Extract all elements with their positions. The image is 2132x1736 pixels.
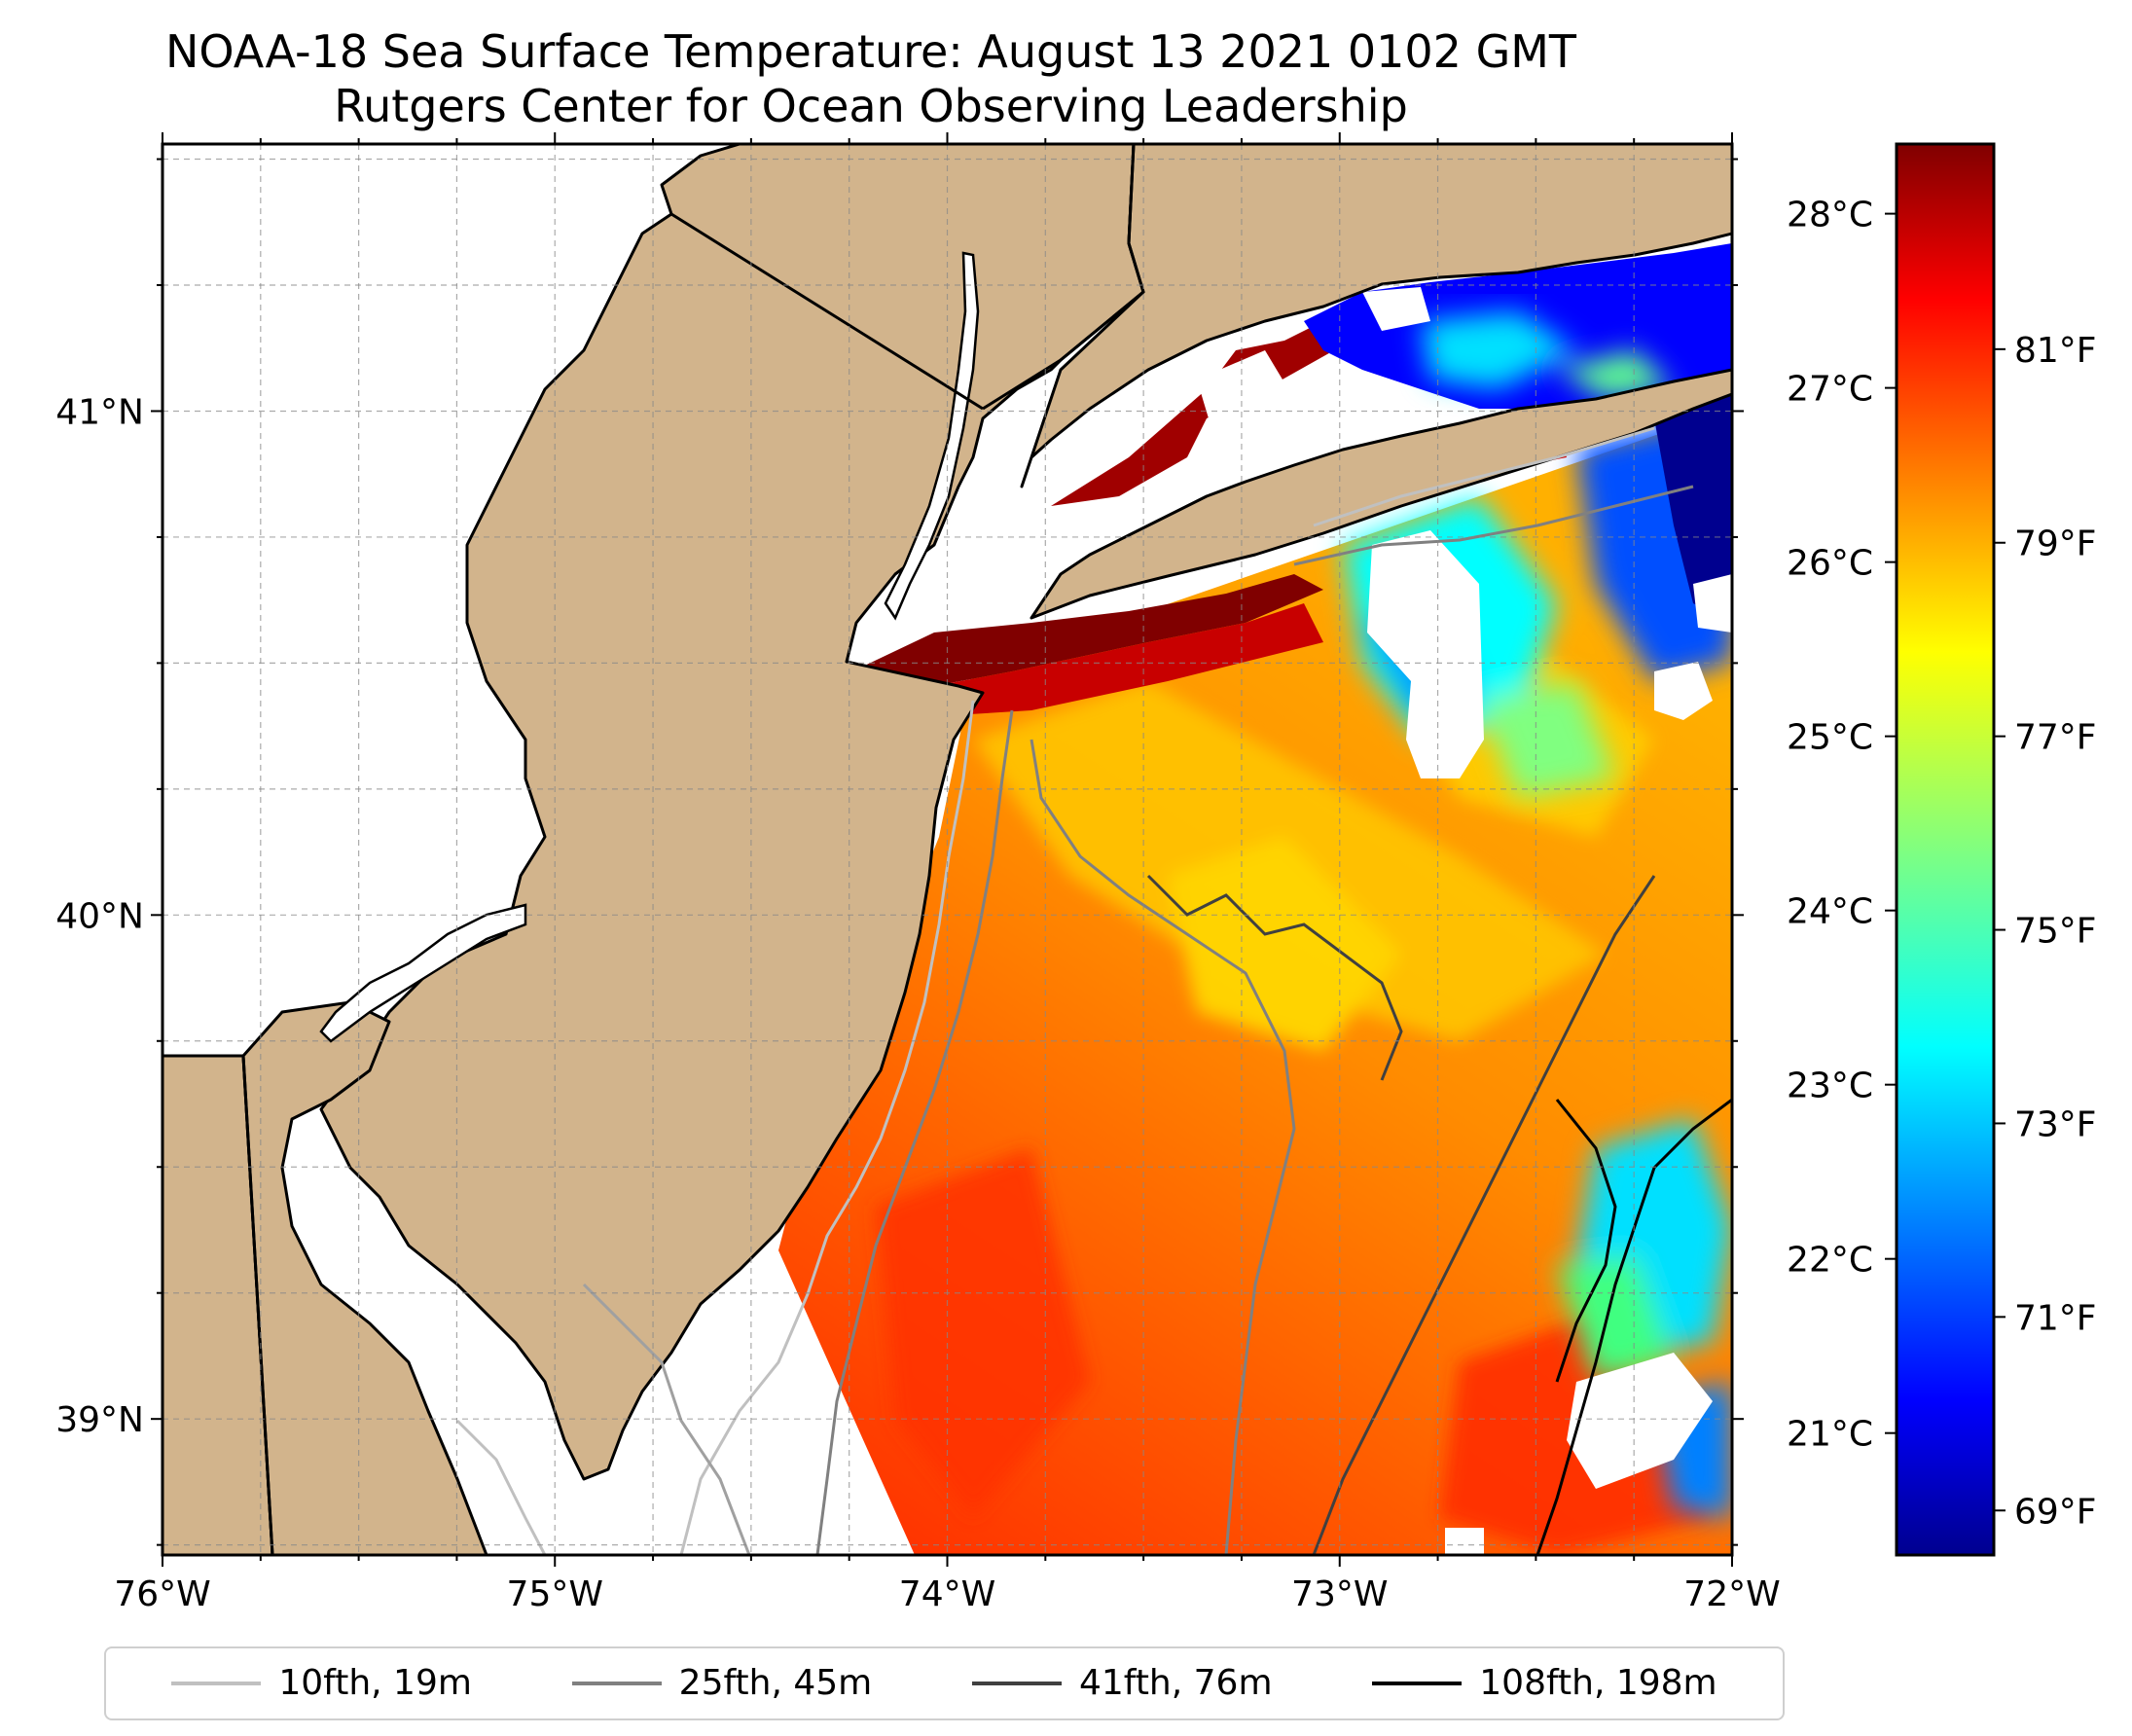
legend-label: 10fth, 19m (278, 1663, 472, 1703)
legend-label: 41fth, 76m (1078, 1663, 1273, 1703)
celsius-tick-label: 27°C (1787, 370, 1873, 410)
celsius-tick-label: 22°C (1787, 1241, 1873, 1281)
land-long-island (1030, 368, 1732, 620)
lat-tick-label: 39°N (55, 1400, 144, 1440)
map-title: NOAA-18 Sea Surface Temperature: August … (164, 25, 1576, 78)
sst-swath (778, 394, 1732, 1555)
map-area (163, 144, 1732, 1555)
legend-swatch (571, 1682, 662, 1685)
fahrenheit-tick-label: 75°F (2014, 912, 2097, 952)
celsius-tick-label: 21°C (1787, 1415, 1873, 1455)
legend-label: 25fth, 45m (678, 1663, 873, 1703)
legend-swatch (171, 1682, 262, 1685)
colorbar-celsius-axis: 21°C 22°C 23°C 24°C 25°C 26°C 27°C 28°C (1787, 196, 1897, 1455)
celsius-tick-label: 28°C (1787, 196, 1873, 235)
depth-legend: 10fth, 19m 25fth, 45m 41fth, 76m 108fth,… (104, 1646, 1785, 1720)
lon-axis: 76°W 75°W 74°W 73°W 72°W (114, 132, 1781, 1614)
fahrenheit-tick-label: 73°F (2014, 1104, 2097, 1144)
lon-tick-label: 75°W (507, 1574, 603, 1614)
lon-tick-label: 74°W (899, 1574, 995, 1614)
celsius-tick-label: 24°C (1787, 892, 1873, 932)
legend-item-41fth: 41fth, 76m (971, 1663, 1273, 1703)
colorbar-frame (1895, 142, 1996, 1557)
fahrenheit-tick-label: 77°F (2014, 718, 2097, 758)
state-borders (163, 144, 1145, 1555)
celsius-tick-label: 25°C (1787, 718, 1873, 758)
celsius-tick-label: 26°C (1787, 544, 1873, 584)
celsius-tick-label: 23°C (1787, 1067, 1873, 1106)
legend-swatch (971, 1682, 1062, 1685)
bathymetry-contours (455, 426, 1732, 1555)
legend-item-108fth: 108fth, 198m (1372, 1663, 1717, 1703)
fahrenheit-tick-label: 81°F (2014, 331, 2097, 371)
colorbar-gradient (1897, 144, 1994, 1555)
legend-swatch (1372, 1682, 1463, 1685)
map-gridlines (162, 144, 1733, 1555)
colorbar: 21°C 22°C 23°C 24°C 25°C 26°C 27°C 28°C 69°F 71°… (1787, 142, 2097, 1557)
lat-axis: 39°N 40°N 41°N (55, 158, 1744, 1546)
fahrenheit-tick-label: 79°F (2014, 524, 2097, 564)
colorbar-fahrenheit-axis: 69°F 71°F 73°F 75°F 77°F 79°F 81°F (1994, 331, 2097, 1532)
legend-item-25fth: 25fth, 45m (571, 1663, 873, 1703)
legend-label: 108fth, 198m (1479, 1663, 1717, 1703)
lat-tick-label: 40°N (55, 896, 144, 936)
land-connecticut (1020, 144, 1732, 488)
lon-tick-label: 73°W (1291, 1574, 1388, 1614)
fahrenheit-tick-label: 69°F (2014, 1492, 2097, 1532)
rivers (319, 251, 980, 1043)
fahrenheit-tick-label: 71°F (2014, 1298, 2097, 1338)
lon-tick-label: 76°W (114, 1574, 210, 1614)
map-subtitle: Rutgers Center for Ocean Observing Leade… (334, 80, 1408, 132)
lon-tick-label: 72°W (1683, 1574, 1780, 1614)
legend-item-10fth: 10fth, 19m (171, 1664, 472, 1703)
lat-tick-label: 41°N (55, 392, 144, 432)
land-southern-nj-edge (241, 1000, 488, 1555)
